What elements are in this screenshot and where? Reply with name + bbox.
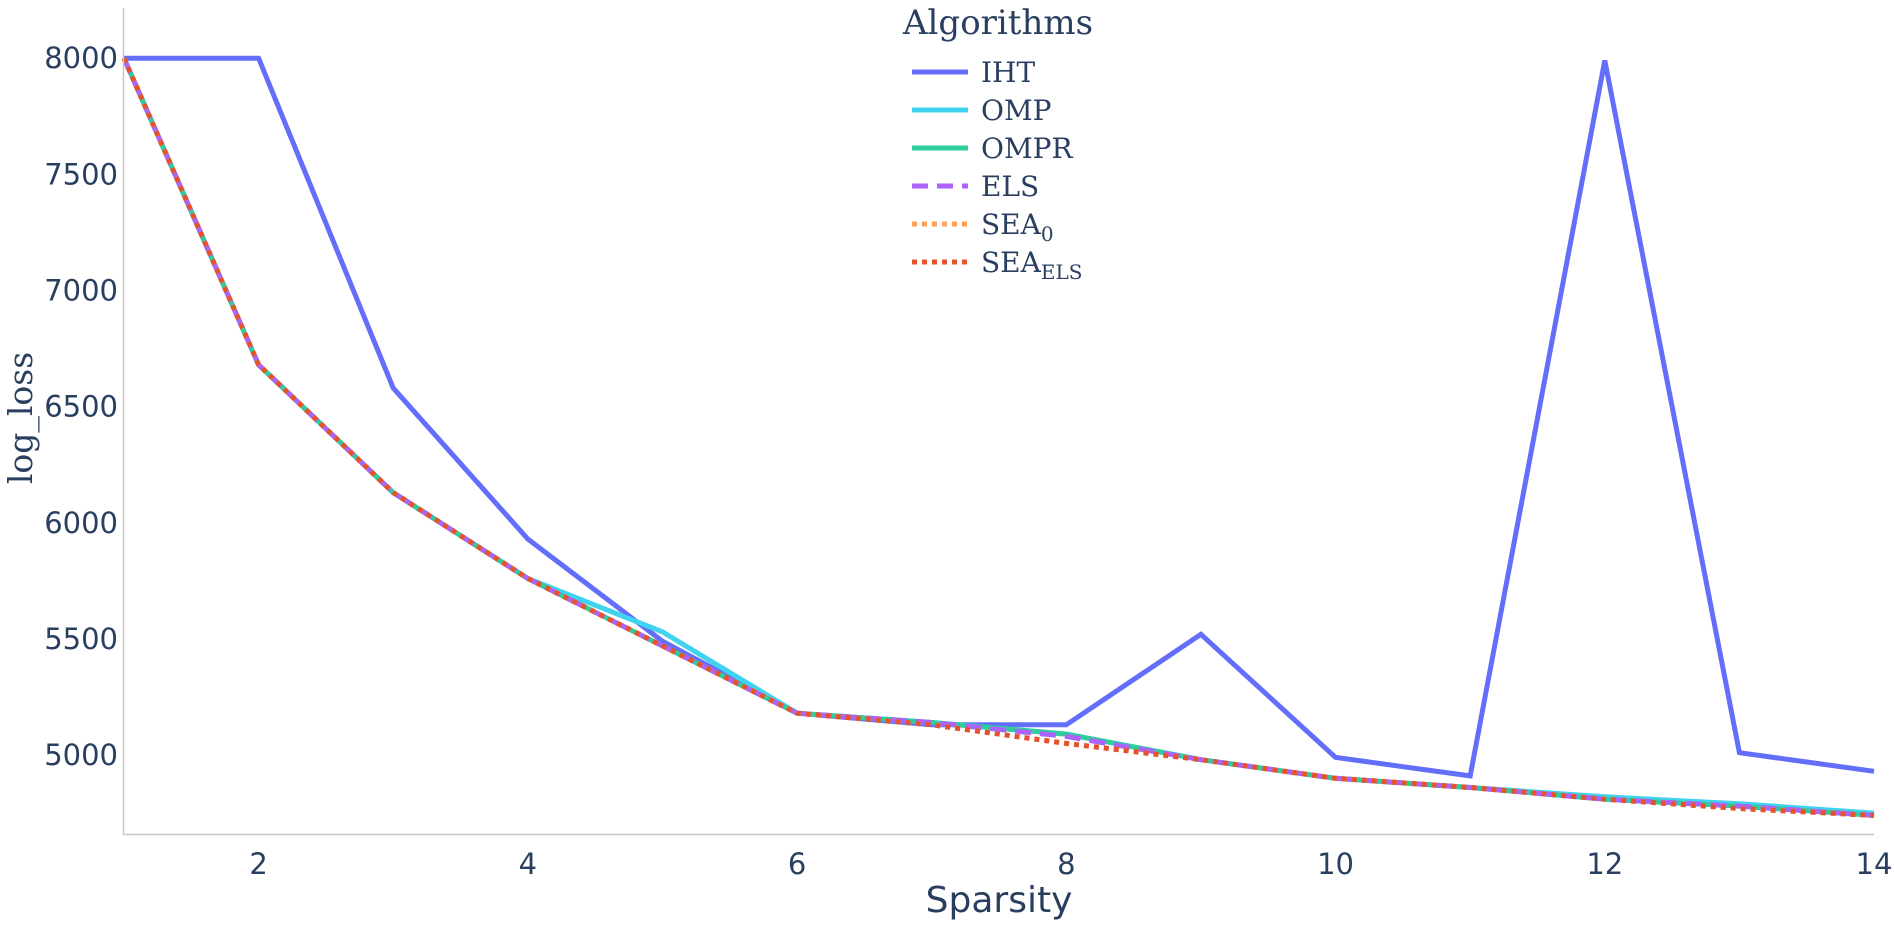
x-tick-labels: 2 4 6 8 10 12 14 [249, 847, 1892, 881]
legend-title: Algorithms [902, 3, 1093, 43]
y-tick-label: 7000 [44, 273, 118, 307]
y-axis-title: log_loss [1, 352, 41, 484]
legend-label: IHT [981, 56, 1035, 89]
y-tick-label: 6500 [44, 390, 118, 424]
y-tick-label: 5000 [44, 738, 118, 772]
series-line-els [121, 57, 1875, 818]
legend-label: SEAELS [981, 246, 1082, 284]
y-tick-label: 8000 [44, 41, 118, 75]
y-tick-labels: 5000 5500 6000 6500 7000 7500 8000 [44, 41, 118, 772]
y-tick-label: 7500 [44, 157, 118, 191]
x-tick-label: 6 [788, 847, 806, 881]
x-tick-label: 14 [1856, 847, 1893, 881]
x-tick-label: 4 [519, 847, 537, 881]
series-line-sea-els [121, 57, 1875, 818]
y-tick-label: 5500 [44, 622, 118, 656]
legend-label: SEA0 [981, 208, 1054, 246]
x-tick-label: 8 [1057, 847, 1075, 881]
y-tick-label: 6000 [44, 506, 118, 540]
x-tick-label: 12 [1586, 847, 1623, 881]
series-line-iht [124, 55, 1875, 779]
x-tick-label: 10 [1317, 847, 1354, 881]
legend-label: OMPR [981, 132, 1073, 165]
x-tick-label: 2 [249, 847, 267, 881]
x-axis-title: Sparsity [926, 880, 1073, 921]
series-lines [121, 55, 1875, 818]
legend-label: OMP [981, 94, 1051, 127]
legend-label: ELS [981, 170, 1039, 203]
